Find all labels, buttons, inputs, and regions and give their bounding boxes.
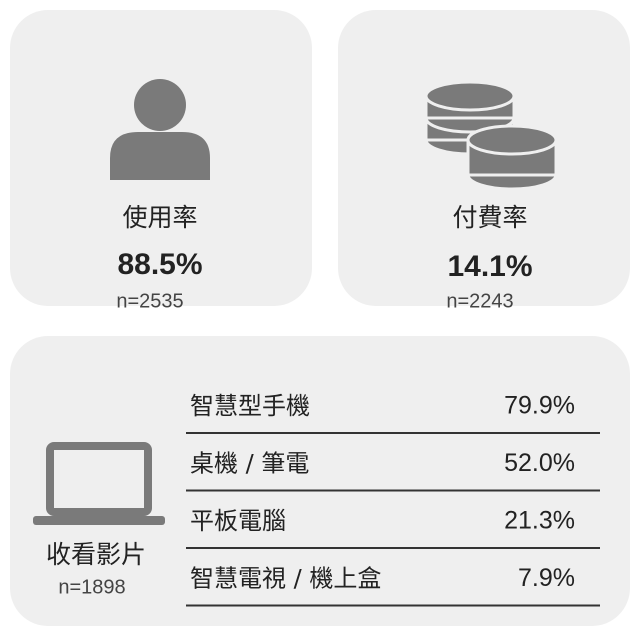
person-icon <box>110 79 210 180</box>
card-label: 付費率 <box>452 203 527 232</box>
card-value: 88.5% <box>117 248 202 281</box>
coins-icon <box>424 80 558 191</box>
row-label: 平板電腦 <box>190 507 286 535</box>
row-value: 21.3% <box>504 507 575 535</box>
viewing-n: n=1898 <box>58 576 125 598</box>
card <box>10 336 630 626</box>
card-label: 使用率 <box>122 203 197 232</box>
row-label: 智慧型手機 <box>190 392 310 420</box>
card-n: n=2243 <box>446 290 513 312</box>
row-label: 智慧電視 / 機上盒 <box>190 565 381 593</box>
row-value: 79.9% <box>504 392 575 420</box>
row-value: 7.9% <box>518 564 575 592</box>
laptop-icon <box>33 442 165 525</box>
viewing-label: 收看影片 <box>46 540 146 569</box>
row-label: 桌機 / 筆電 <box>190 450 309 478</box>
card-value: 14.1% <box>447 250 532 283</box>
row-value: 52.0% <box>504 449 575 477</box>
card-n: n=2535 <box>116 290 183 312</box>
